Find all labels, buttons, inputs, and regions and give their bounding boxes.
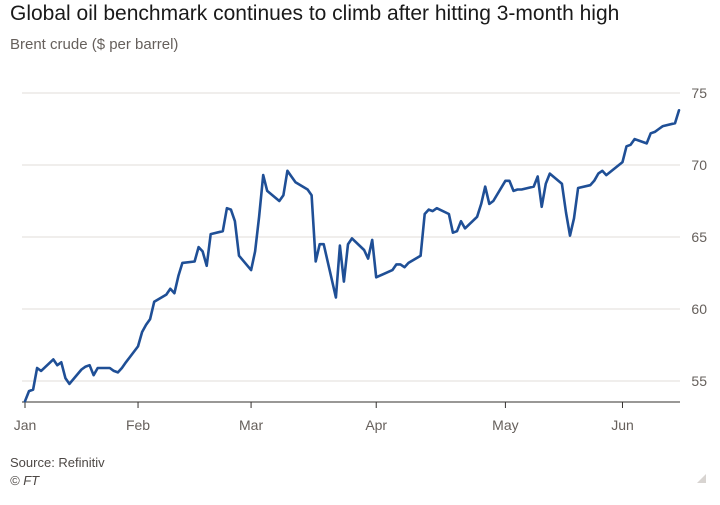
gridlines	[22, 92, 680, 382]
x-axis-ticks: Jan Feb Mar Apr May Jun	[14, 402, 634, 433]
y-axis-ticks: 55 60 65 70 75	[691, 85, 707, 389]
source-note: Source: Refinitiv	[10, 455, 105, 470]
resize-handle-icon[interactable]	[697, 474, 706, 483]
x-tick-label: Mar	[239, 417, 263, 433]
brent-crude-line	[23, 109, 681, 403]
x-tick-label: Jan	[14, 417, 37, 433]
x-tick-label: May	[492, 417, 518, 433]
y-tick-label: 55	[691, 373, 707, 389]
chart-subtitle: Brent crude ($ per barrel)	[10, 36, 179, 53]
y-tick-label: 70	[691, 157, 707, 173]
y-tick-label: 65	[691, 229, 707, 245]
ft-credit: © FT	[10, 473, 40, 488]
x-tick-label: Feb	[126, 417, 150, 433]
chart-title: Global oil benchmark continues to climb …	[10, 2, 620, 25]
y-tick-label: 75	[691, 85, 707, 101]
y-tick-label: 60	[691, 301, 707, 317]
x-tick-label: Apr	[365, 417, 387, 433]
x-tick-label: Jun	[611, 417, 634, 433]
